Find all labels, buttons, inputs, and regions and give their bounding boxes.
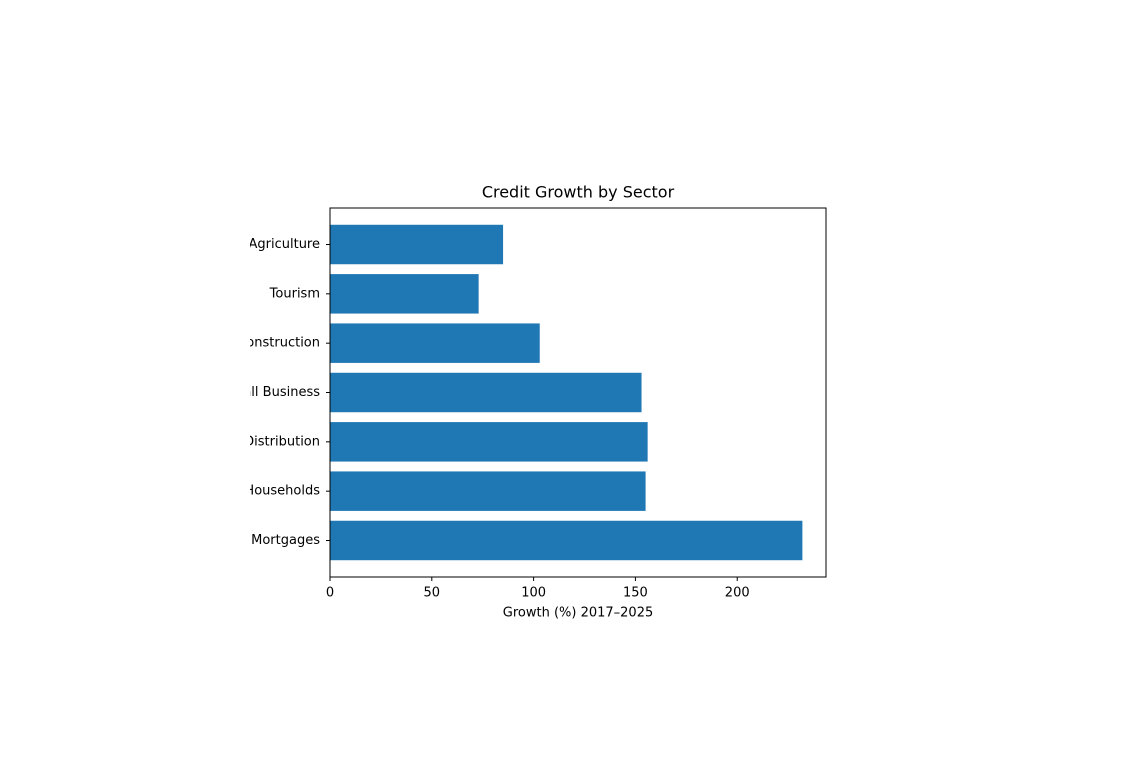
y-tick-label: Distribution [244,434,320,449]
y-tick-label: Tourism [269,286,320,301]
bar [330,323,540,363]
bar [330,520,803,561]
chart-title: Credit Growth by Sector [482,183,675,202]
bar [330,471,646,511]
x-tick-label: 0 [326,586,334,601]
y-tick-label: Small Business [222,385,320,400]
y-tick-label: Mortgages [251,533,320,548]
bar [330,422,648,462]
x-tick-label: 200 [725,586,750,601]
x-tick-label: 50 [424,586,441,601]
x-tick-label: 100 [521,586,546,601]
y-tick-label: Households [244,484,320,499]
x-tick-label: 150 [623,586,648,601]
y-tick-label: Agriculture [249,237,321,252]
x-axis-label: Growth (%) 2017–2025 [503,606,653,621]
bar [330,274,479,314]
plot-frame [329,207,827,578]
y-tick-label: Construction [237,336,320,351]
y-labels: Agriculture Tourism Construction Small Busi… [222,237,321,548]
bar [330,224,504,265]
bar [330,372,642,413]
